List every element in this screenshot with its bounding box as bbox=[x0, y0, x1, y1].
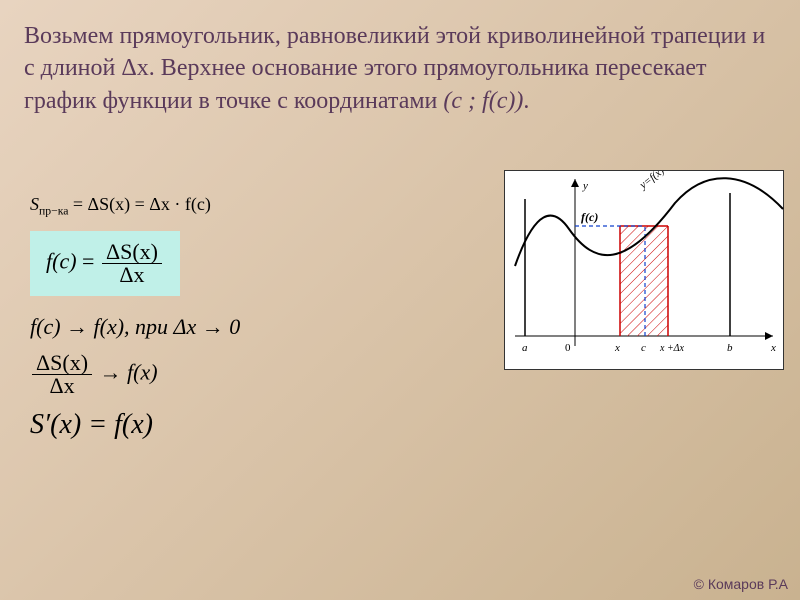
heading: Возьмем прямоугольник, равновеликий этой… bbox=[24, 20, 776, 117]
formula-3: f(c) → f(x), npu Δx → 0 bbox=[30, 316, 460, 338]
formula-block: Sпр−ка = ΔS(x) = Δx · f(c) f(c) = ΔS(x) … bbox=[30, 195, 460, 453]
hatched-rect bbox=[620, 226, 668, 336]
copyright: © Комаров Р.А bbox=[694, 576, 788, 592]
label-origin: 0 bbox=[565, 342, 571, 354]
label-fc: f(c) bbox=[581, 210, 598, 224]
graph: y x 0 a b x c x +Δx f(c) y=f(x) bbox=[504, 170, 784, 370]
heading-coords: (c ; f(c)) bbox=[443, 88, 523, 114]
label-xdx: x +Δx bbox=[659, 343, 685, 354]
label-y: y bbox=[582, 180, 588, 192]
heading-text: Возьмем прямоугольник, равновеликий этой… bbox=[24, 23, 765, 114]
heading-after: . bbox=[523, 88, 529, 114]
label-curve: y=f(x) bbox=[637, 171, 667, 192]
formula-5: S′(x) = f(x) bbox=[30, 411, 460, 439]
formula-4: ΔS(x) Δx → f(x) bbox=[30, 352, 460, 397]
label-c: c bbox=[641, 342, 646, 354]
label-x: x bbox=[614, 342, 620, 354]
formula-1: Sпр−ка = ΔS(x) = Δx · f(c) bbox=[30, 195, 460, 217]
label-x-axis: x bbox=[770, 342, 776, 354]
x-axis-arrow bbox=[765, 332, 773, 340]
y-axis-arrow bbox=[571, 179, 579, 187]
label-b: b bbox=[727, 342, 733, 354]
graph-svg: y x 0 a b x c x +Δx f(c) y=f(x) bbox=[505, 171, 785, 371]
label-a: a bbox=[522, 342, 528, 354]
formula-2-boxed: f(c) = ΔS(x) Δx bbox=[30, 231, 180, 296]
